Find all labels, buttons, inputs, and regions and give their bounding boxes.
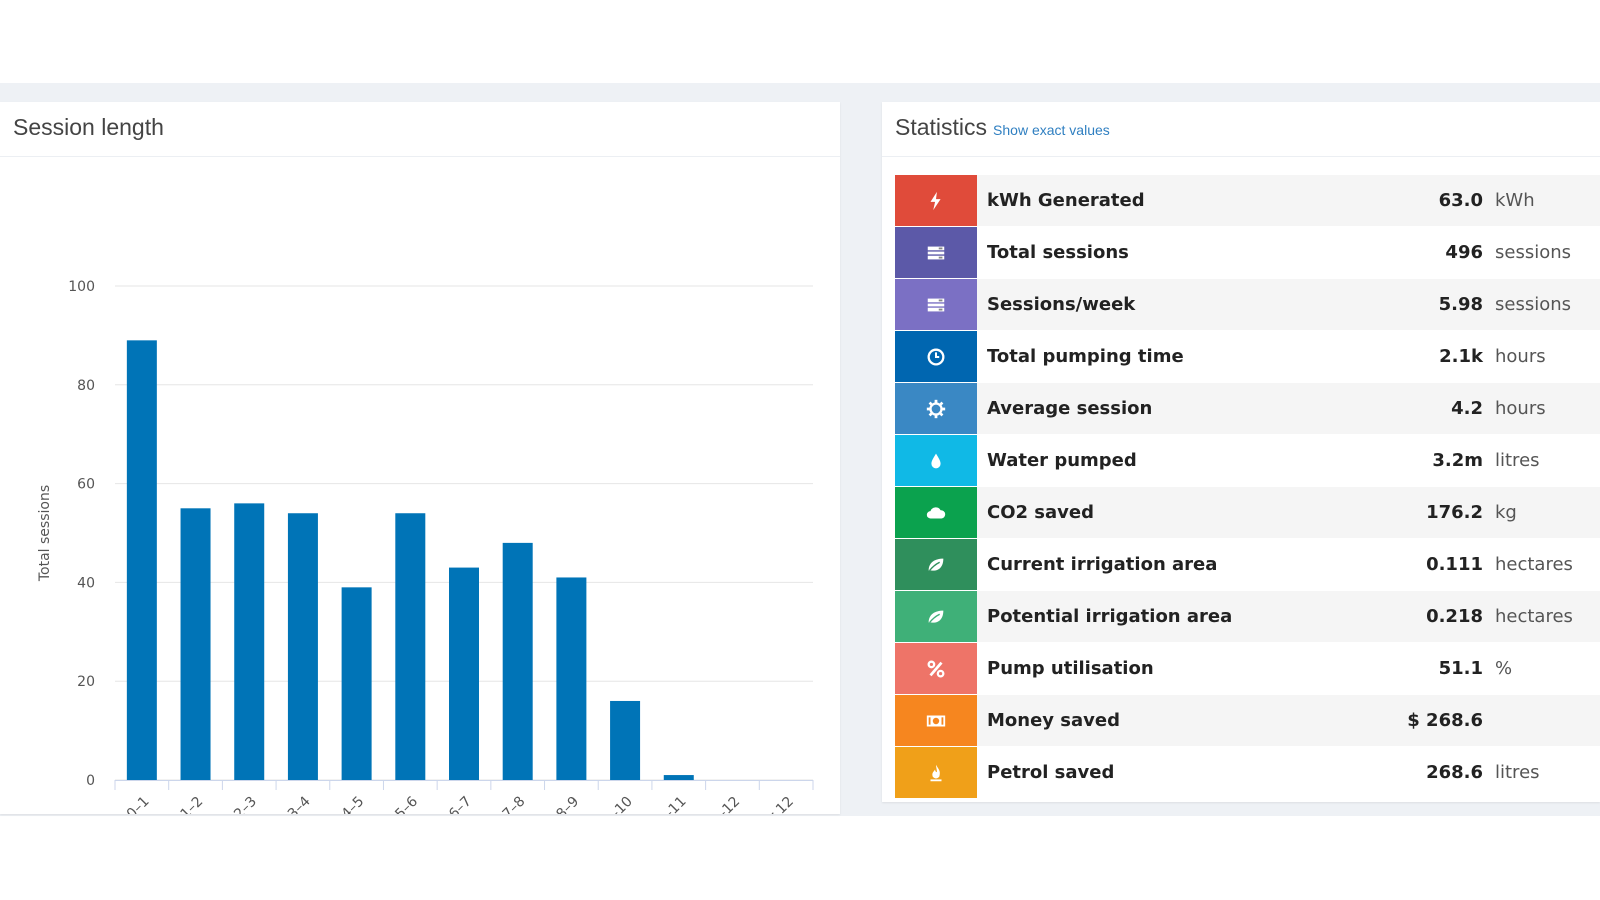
x-tick-label: 9–10 — [601, 794, 636, 814]
stat-unit: hours — [1495, 398, 1546, 419]
stat-label: Total sessions — [987, 242, 1129, 263]
x-tick-label: 4–5 — [339, 794, 368, 814]
x-tick-label: 6–7 — [446, 794, 475, 814]
stat-value: 51.1 — [1438, 658, 1483, 679]
stat-row: Total sessions 496 sessions — [895, 227, 1600, 279]
stat-value: 496 — [1445, 242, 1483, 263]
y-tick-label: 60 — [77, 477, 95, 493]
stat-value: 5.98 — [1438, 294, 1483, 315]
percent-icon — [895, 643, 977, 694]
stat-unit: kWh — [1495, 190, 1535, 211]
x-tick-label: 1–2 — [177, 794, 206, 814]
bar — [449, 567, 479, 780]
session-length-chart: 0 20 40 60 80 100 0–1 1–2 2–3 3–4 4–5 5–6 6–7 7–8 8–9 9… — [37, 279, 814, 814]
stat-unit: hours — [1495, 346, 1546, 367]
stat-row: Pump utilisation 51.1% — [895, 643, 1600, 695]
x-tick-label: 11–12 — [702, 794, 743, 814]
stat-row: CO2 saved 176.2 kg — [895, 487, 1600, 539]
session-length-panel: Session length 0 20 40 60 80 100 0–1 1–2 2–3 3–4 4… — [0, 102, 840, 814]
x-tick-label: Over 12 — [746, 794, 797, 814]
y-tick-label: 20 — [77, 674, 95, 690]
bar — [341, 587, 372, 780]
bar — [180, 508, 211, 780]
leaf-icon — [895, 539, 977, 590]
stat-label: Total pumping time — [987, 346, 1184, 367]
x-tick-label: 8–9 — [553, 794, 582, 814]
statistics-header: Statistics Show exact values — [882, 102, 1600, 157]
stat-label: Sessions/week — [987, 294, 1136, 315]
stat-label: kWh Generated — [987, 190, 1145, 211]
y-tick-label: 80 — [77, 378, 95, 394]
stat-row: Average session 4.2 hours — [895, 383, 1600, 435]
stat-value: 2.1k — [1439, 346, 1483, 367]
x-tick-label: 10–11 — [648, 794, 689, 814]
stat-value: 0.111 — [1426, 554, 1483, 575]
stat-row: Total pumping time 2.1k hours — [895, 331, 1600, 383]
stat-value: 0.218 — [1426, 606, 1483, 627]
statistics-panel: Statistics Show exact values kWh Generate… — [882, 102, 1600, 802]
stat-unit: hectares — [1495, 554, 1573, 575]
drop-icon — [895, 435, 977, 486]
money-icon — [895, 695, 977, 746]
stat-row: kWh Generated 63.0 kWh — [895, 175, 1600, 227]
stat-label: Current irrigation area — [987, 554, 1218, 575]
bolt-icon — [895, 175, 977, 226]
list-icon — [895, 279, 977, 330]
stat-value: 63.0 — [1438, 190, 1483, 211]
stat-row: Current irrigation area 0.111 hectares — [895, 539, 1600, 591]
bar — [287, 513, 318, 780]
x-tick-label: 2–3 — [231, 794, 260, 814]
bar — [610, 700, 641, 780]
show-exact-values-link[interactable]: Show exact values — [993, 122, 1110, 138]
cloud-icon — [895, 487, 977, 538]
stat-label: CO2 saved — [987, 502, 1094, 523]
stat-label: Average session — [987, 398, 1153, 419]
stat-unit: % — [1495, 658, 1513, 679]
stat-unit: sessions — [1495, 242, 1572, 263]
y-tick-label: 100 — [68, 279, 95, 295]
stat-row: Money saved $ 268.6 — [895, 695, 1600, 747]
y-tick-label: 40 — [77, 575, 95, 591]
bar — [502, 542, 533, 780]
stat-value: 268.6 — [1426, 762, 1483, 783]
stat-unit: sessions — [1495, 294, 1572, 315]
x-tick-label: 5–6 — [392, 793, 421, 814]
session-length-title: Session length — [13, 114, 164, 140]
stat-unit: hectares — [1495, 606, 1573, 627]
bar — [395, 513, 426, 780]
fire-icon — [895, 747, 977, 798]
bar — [663, 775, 694, 780]
stat-row: Potential irrigation area 0.218 hectares — [895, 591, 1600, 643]
stat-unit: kg — [1495, 502, 1517, 523]
x-tick-label: 7–8 — [500, 794, 529, 814]
bar — [556, 577, 587, 780]
stat-value: 176.2 — [1426, 502, 1483, 523]
stat-label: Pump utilisation — [987, 658, 1154, 679]
stat-label: Petrol saved — [987, 762, 1115, 783]
y-axis-title: Total sessions — [37, 485, 53, 582]
stat-unit: litres — [1495, 762, 1540, 783]
session-length-header: Session length — [0, 102, 840, 157]
gear-icon — [895, 383, 977, 434]
stat-unit: litres — [1495, 450, 1540, 471]
bar — [234, 503, 265, 780]
stat-value: 4.2 — [1451, 398, 1483, 419]
x-tick-label: 0–1 — [124, 794, 153, 814]
statistics-table: kWh Generated 63.0 kWh Total sessions 496 ses… — [895, 175, 1600, 799]
stat-value: 3.2m — [1432, 450, 1483, 471]
stat-row: Water pumped 3.2m litres — [895, 435, 1600, 487]
bar — [126, 340, 157, 780]
stat-label: Water pumped — [987, 450, 1137, 471]
x-tick-label: 3–4 — [285, 793, 314, 814]
stat-label: Money saved — [987, 710, 1120, 731]
list-icon — [895, 227, 977, 278]
stat-row: Petrol saved 268.6 litres — [895, 747, 1600, 799]
leaf-icon — [895, 591, 977, 642]
clock-icon — [895, 331, 977, 382]
statistics-title: Statistics — [895, 114, 988, 140]
stat-row: Sessions/week 5.98 sessions — [895, 279, 1600, 331]
stat-label: Potential irrigation area — [987, 606, 1233, 627]
y-tick-label: 0 — [86, 773, 95, 789]
stat-value: $ 268.6 — [1407, 710, 1483, 731]
